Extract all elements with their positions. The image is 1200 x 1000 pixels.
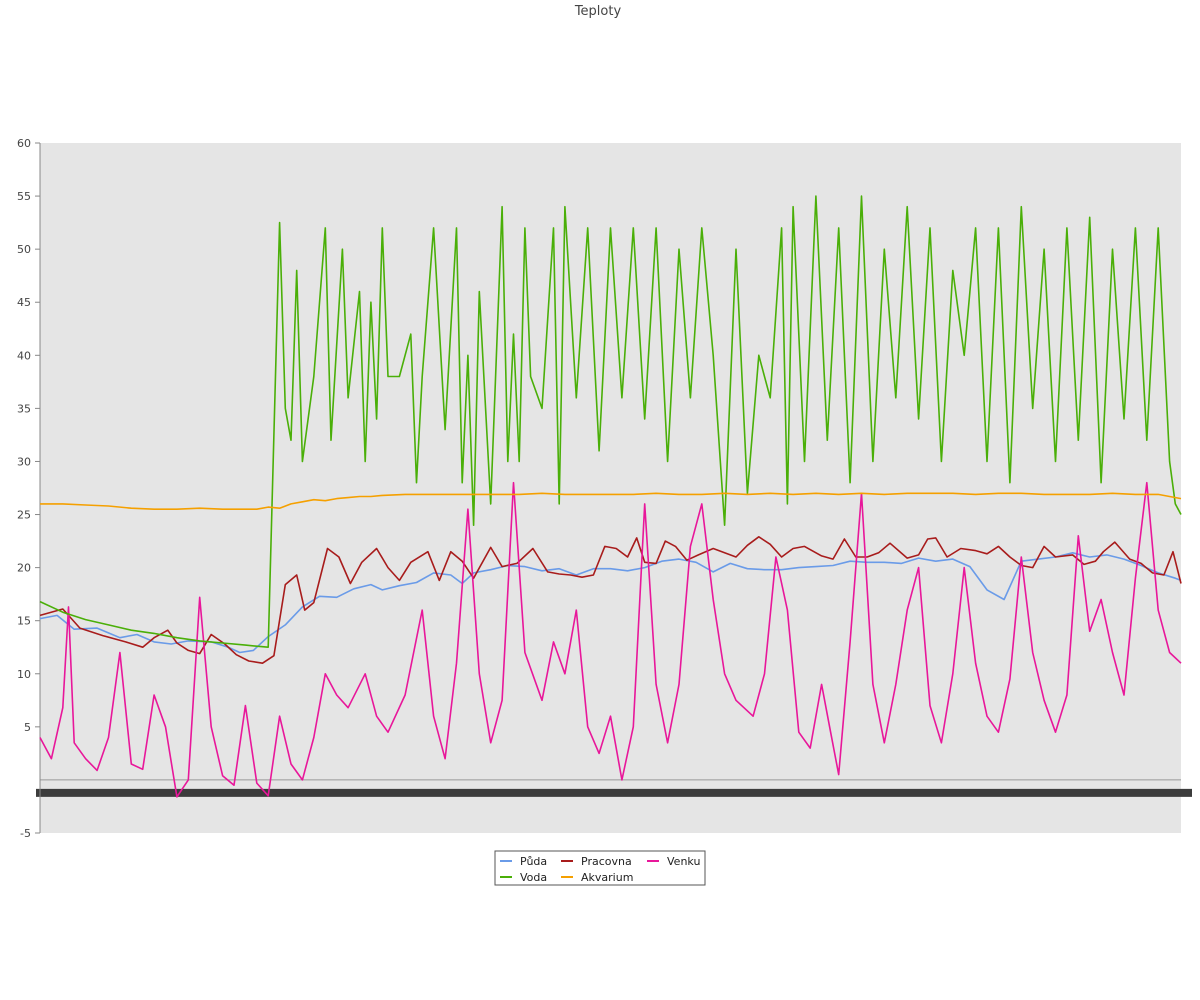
y-tick-label: 20 (17, 562, 31, 575)
y-tick-label: 10 (17, 668, 31, 681)
series-layer (39, 195, 1182, 798)
y-tick-label: 15 (17, 615, 31, 628)
series-line-Půda (39, 552, 1182, 654)
chart-title: Teploty (574, 4, 622, 19)
y-tick-label: 25 (17, 509, 31, 522)
y-tick-label: 30 (17, 455, 31, 468)
y-tick-label: 5 (24, 721, 31, 734)
y-tick-label: 50 (17, 243, 31, 256)
y-tick-label: 55 (17, 190, 31, 203)
y-tick-label: 45 (17, 296, 31, 309)
y-tick-label: -5 (20, 827, 31, 840)
legend: Půda Pracovna Venku Voda Akvarium (494, 850, 706, 886)
legend-label: Půda (520, 855, 547, 868)
y-tick-label: 40 (17, 349, 31, 362)
series-line-Pracovna (39, 536, 1182, 664)
legend-label: Pracovna (581, 855, 632, 868)
legend-label: Akvarium (581, 871, 633, 884)
series-line-Venku (39, 481, 1182, 798)
legend-label: Voda (520, 871, 547, 884)
series-line-Voda (39, 195, 1182, 648)
y-tick-label: 60 (17, 137, 31, 150)
series-line-Akvarium (40, 492, 1182, 510)
y-axis-ticks: -5 5 10 15 20 25 30 35 40 45 50 55 60 (17, 137, 40, 840)
y-tick-label: 35 (17, 402, 31, 415)
legend-box (494, 850, 706, 886)
legend-label: Venku (667, 855, 700, 868)
